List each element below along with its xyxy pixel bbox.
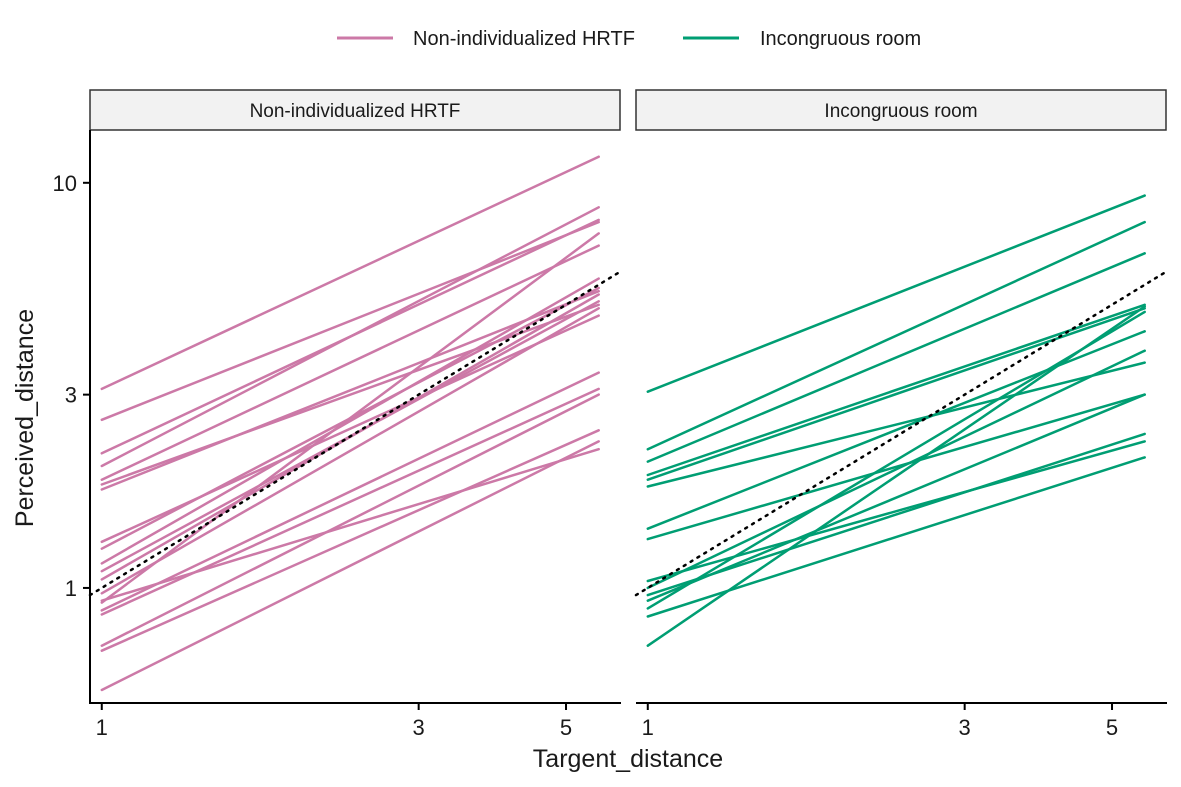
participant-line-4 [646, 303, 1146, 477]
participant-line-1 [100, 155, 600, 391]
x-axis-title: Targent_distance [533, 745, 723, 773]
participant-line-15 [100, 387, 600, 616]
participant-line-13 [100, 232, 600, 604]
participant-line-6 [100, 303, 600, 486]
participant-lines [100, 155, 600, 692]
participant-line-10 [646, 349, 1146, 590]
x-tick-label: 5 [560, 715, 572, 740]
participant-line-7 [100, 289, 600, 491]
participant-line-4 [100, 206, 600, 468]
participant-line-18 [100, 440, 600, 692]
participant-line-5 [100, 244, 600, 481]
identity-reference-line [634, 269, 1169, 597]
x-axis-ticks: 1 3 5 [96, 703, 572, 740]
strip-background [89, 89, 621, 131]
participant-line-2 [100, 220, 600, 422]
y-tick-label: 10 [53, 171, 77, 196]
participant-line-9 [646, 440, 1146, 583]
participant-line-6 [646, 361, 1146, 488]
participant-line-15 [646, 305, 1146, 647]
x-tick-label: 3 [413, 715, 425, 740]
participant-line-19 [100, 447, 600, 602]
participant-line-2 [646, 220, 1146, 451]
strip-label: Incongruous room [824, 101, 977, 122]
x-tick-label: 3 [959, 715, 971, 740]
participant-line-14 [646, 456, 1146, 618]
participant-line-17 [100, 429, 600, 652]
participant-line-13 [646, 310, 1146, 610]
identity-reference-line [88, 269, 623, 597]
participant-line-14 [100, 371, 600, 612]
legend-label-incongruous-room: Incongruous room [760, 28, 921, 50]
x-tick-label: 1 [96, 715, 108, 740]
y-tick-label: 3 [65, 383, 77, 408]
participant-line-11 [646, 432, 1146, 597]
y-tick-label: 1 [65, 576, 77, 601]
participant-line-1 [646, 194, 1146, 393]
participant-line-10 [100, 277, 600, 565]
participant-line-8 [100, 314, 600, 544]
legend-label-non-individualized-hrtf: Non-individualized HRTF [413, 28, 635, 50]
strip-label: Non-individualized HRTF [250, 101, 461, 122]
x-tick-label: 1 [642, 715, 654, 740]
participant-line-12 [646, 393, 1146, 602]
participant-line-8 [646, 393, 1146, 541]
panel-non-individualized-hrtf: Non-individualized HRTF 1 3 5 1 3 10 [53, 89, 623, 740]
x-axis-ticks: 1 3 5 [642, 703, 1118, 740]
y-axis-ticks: 1 3 10 [53, 171, 90, 601]
participant-line-5 [646, 307, 1146, 481]
strip-background [635, 89, 1167, 131]
participant-line-3 [646, 252, 1146, 463]
participant-lines [646, 194, 1146, 647]
participant-line-16 [100, 393, 600, 647]
y-axis-title: Perceived_distance [11, 309, 39, 527]
participant-line-12 [100, 307, 600, 595]
x-tick-label: 5 [1106, 715, 1118, 740]
panel-incongruous-room: Incongruous room 1 3 5 [634, 89, 1169, 740]
legend: Non-individualized HRTF Incongruous room [337, 28, 921, 50]
